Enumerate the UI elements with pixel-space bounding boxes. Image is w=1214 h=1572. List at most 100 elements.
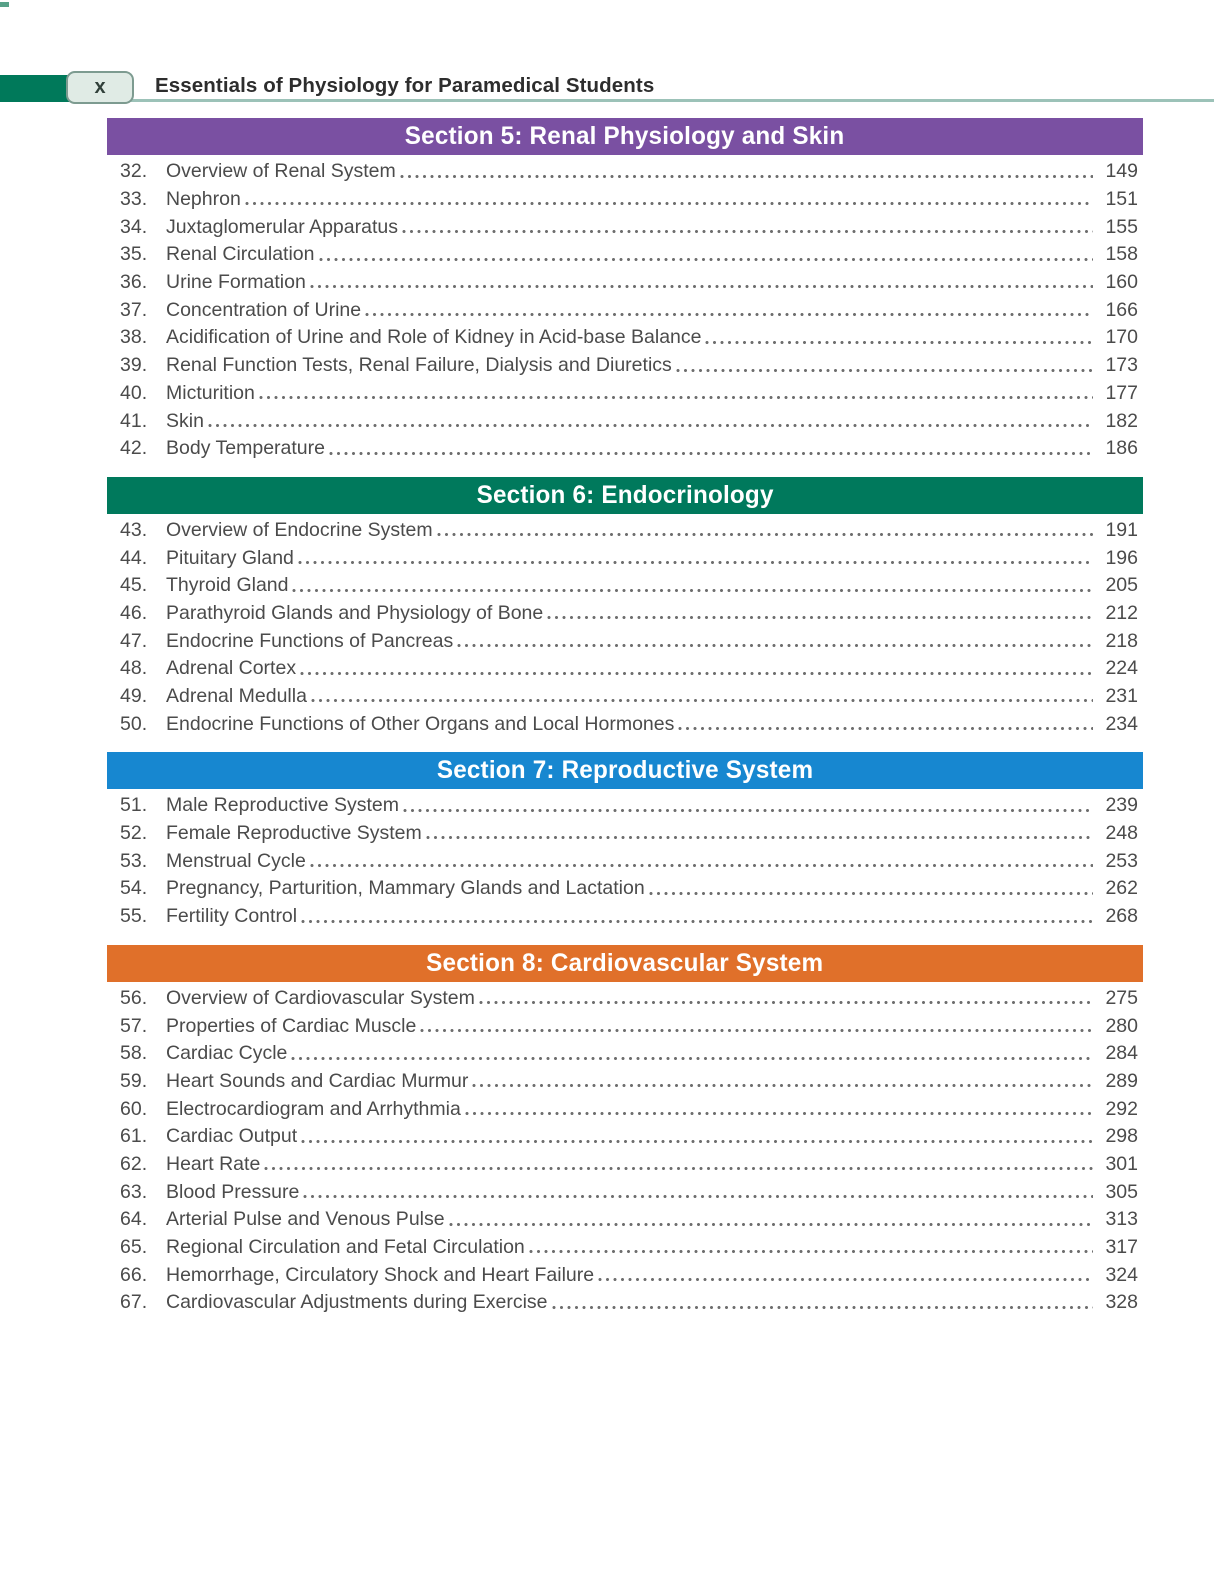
entry-page-number: 253	[1105, 849, 1138, 872]
dot-leader	[303, 1193, 1093, 1200]
section-title: Section 6: Endocrinology	[476, 480, 774, 509]
entry-page-number: 239	[1105, 794, 1138, 817]
entry-number: 54.	[120, 877, 148, 900]
toc-row: 38. Acidification of Urine and Role of K…	[107, 324, 1143, 352]
entry-title: Micturition	[166, 381, 255, 404]
entry-page-number: 224	[1105, 657, 1138, 680]
entry-title: Adrenal Cortex	[166, 657, 297, 680]
entry-page-number: 280	[1105, 1014, 1138, 1037]
entry-number: 52.	[120, 822, 148, 845]
dot-leader	[244, 200, 1093, 208]
scan-artifact	[0, 2, 9, 7]
toc-row: 53. Menstrual Cycle 253	[107, 847, 1143, 875]
dot-leader	[399, 172, 1093, 180]
toc-row: 43. Overview of Endocrine System 191	[107, 517, 1143, 545]
dot-leader	[258, 394, 1093, 402]
entry-title: Overview of Cardiovascular System	[166, 986, 475, 1009]
dot-leader	[403, 806, 1093, 814]
dot-leader	[301, 917, 1093, 925]
toc-row: 56. Overview of Cardiovascular System 27…	[107, 985, 1143, 1013]
entry-number: 51.	[120, 794, 148, 817]
page-number-badge: x	[66, 71, 134, 104]
entry-number: 64.	[120, 1208, 148, 1231]
entry-number: 32.	[120, 160, 148, 183]
entry-page-number: 166	[1105, 298, 1138, 321]
entry-title: Cardiac Cycle	[166, 1042, 288, 1065]
dot-leader	[448, 1220, 1093, 1228]
entry-title: Renal Function Tests, Renal Failure, Dia…	[166, 354, 672, 377]
entry-title: Electrocardiogram and Arrhythmia	[166, 1097, 461, 1120]
section-header: Section 5: Renal Physiology and Skin	[107, 118, 1143, 155]
entry-number: 36.	[120, 271, 148, 294]
dot-leader	[528, 1248, 1093, 1256]
entry-page-number: 212	[1105, 601, 1138, 624]
entry-number: 62.	[120, 1152, 148, 1175]
entry-number: 49.	[120, 685, 148, 708]
toc-row: 54. Pregnancy, Parturition, Mammary Glan…	[107, 875, 1143, 903]
toc-row: 50. Endocrine Functions of Other Organs …	[107, 710, 1143, 738]
dot-leader	[328, 449, 1093, 457]
toc-row: 39. Renal Function Tests, Renal Failure,…	[107, 352, 1143, 380]
section-entries: 56. Overview of Cardiovascular System 27…	[107, 985, 1143, 1317]
toc-row: 62. Heart Rate 301	[107, 1151, 1143, 1179]
entry-number: 43.	[120, 518, 148, 541]
entry-title: Overview of Renal System	[166, 160, 396, 183]
toc-row: 42. Body Temperature 186	[107, 435, 1143, 463]
dot-leader	[547, 614, 1093, 622]
entry-number: 48.	[120, 657, 148, 680]
entry-title: Endocrine Functions of Other Organs and …	[166, 712, 675, 735]
entry-number: 34.	[120, 215, 148, 238]
entry-title: Parathyroid Glands and Physiology of Bon…	[166, 601, 544, 624]
entry-title: Acidification of Urine and Role of Kidne…	[166, 326, 702, 349]
toc-row: 52. Female Reproductive System 248	[107, 820, 1143, 848]
entry-number: 50.	[120, 712, 148, 735]
section-title: Section 8: Cardiovascular System	[426, 948, 824, 977]
entry-page-number: 248	[1105, 822, 1138, 845]
entry-page-number: 284	[1105, 1042, 1138, 1065]
entry-number: 45.	[120, 574, 148, 597]
entry-title: Hemorrhage, Circulatory Shock and Heart …	[166, 1263, 595, 1286]
dot-leader	[301, 1137, 1093, 1145]
dot-leader	[300, 669, 1093, 677]
entry-title: Renal Circulation	[166, 243, 315, 266]
entry-number: 53.	[120, 849, 148, 872]
toc-row: 47. Endocrine Functions of Pancreas 218	[107, 627, 1143, 655]
entry-number: 60.	[120, 1097, 148, 1120]
section-entries: 43. Overview of Endocrine System 191 44.…	[107, 517, 1143, 739]
entry-title: Pregnancy, Parturition, Mammary Glands a…	[166, 877, 645, 900]
entry-title: Pituitary Gland	[166, 546, 294, 569]
page-tab-bar	[0, 75, 70, 102]
entry-page-number: 324	[1105, 1263, 1138, 1286]
entry-title: Thyroid Gland	[166, 574, 289, 597]
entry-title: Female Reproductive System	[166, 822, 422, 845]
entry-title: Fertility Control	[166, 905, 298, 928]
section-header: Section 8: Cardiovascular System	[107, 944, 1143, 982]
dot-leader	[207, 421, 1093, 429]
dot-leader	[365, 311, 1093, 319]
entry-number: 61.	[120, 1125, 148, 1148]
entry-page-number: 317	[1105, 1236, 1138, 1259]
toc-row: 41. Skin 182	[107, 407, 1143, 435]
entry-page-number: 182	[1105, 409, 1138, 432]
section-title: Section 7: Reproductive System	[436, 756, 814, 785]
toc-row: 61. Cardiac Output 298	[107, 1123, 1143, 1151]
toc-row: 35. Renal Circulation 158	[107, 241, 1143, 269]
entry-number: 55.	[120, 905, 148, 928]
entry-title: Regional Circulation and Fetal Circulati…	[166, 1236, 525, 1259]
toc-row: 66. Hemorrhage, Circulatory Shock and He…	[107, 1261, 1143, 1289]
entry-title: Arterial Pulse and Venous Pulse	[166, 1208, 445, 1231]
toc-row: 60. Electrocardiogram and Arrhythmia 292	[107, 1095, 1143, 1123]
dot-leader	[675, 366, 1093, 374]
entry-number: 63.	[120, 1180, 148, 1203]
entry-title: Blood Pressure	[166, 1180, 300, 1203]
entry-number: 57.	[120, 1014, 148, 1037]
entry-number: 41.	[120, 409, 148, 432]
entry-number: 35.	[120, 243, 148, 266]
entry-title: Cardiovascular Adjustments during Exerci…	[166, 1291, 548, 1314]
dot-leader	[309, 862, 1093, 870]
entry-number: 46.	[120, 601, 148, 624]
entry-page-number: 186	[1105, 437, 1138, 460]
toc-section: Section 7: Reproductive System 51. Male …	[107, 752, 1143, 930]
toc-row: 34. Juxtaglomerular Apparatus 155	[107, 213, 1143, 241]
entry-page-number: 191	[1105, 518, 1138, 541]
